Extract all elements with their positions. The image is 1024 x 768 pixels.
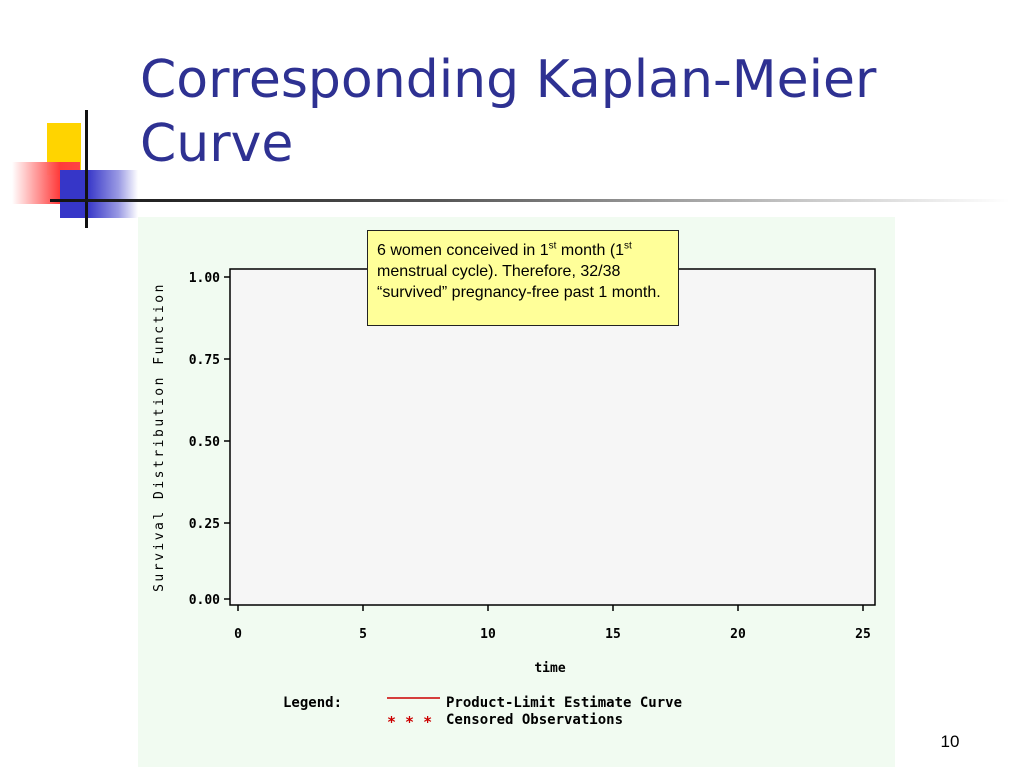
legend: Legend: Product-Limit Estimate Curve * *… xyxy=(283,695,682,731)
x-axis-label: time xyxy=(534,661,565,676)
y-tick-label-2: 0.50 xyxy=(189,435,220,450)
annotation-callout: 6 women conceived in 1st month (1st mens… xyxy=(367,230,679,326)
y-tick-label-3: 0.75 xyxy=(189,353,220,368)
slide-title-line1: Corresponding Kaplan-Meier xyxy=(140,50,877,110)
x-tick-label-3: 15 xyxy=(605,627,621,642)
legend-label: Legend: xyxy=(283,695,342,711)
x-tick-label-1: 5 xyxy=(359,627,367,642)
slide-title: Corresponding Kaplan-Meier Curve xyxy=(140,48,1000,176)
page-number: 10 xyxy=(940,732,960,751)
legend-censored-stars: * * * xyxy=(387,713,432,731)
y-axis: 0.00 0.25 0.50 0.75 1.00 xyxy=(189,271,230,608)
y-tick-label-1: 0.25 xyxy=(189,517,220,532)
legend-entry-censored: Censored Observations xyxy=(446,712,623,728)
x-axis: 0 5 10 15 20 25 xyxy=(234,605,871,642)
callout-text: 6 women conceived in 1st month (1st mens… xyxy=(377,241,661,302)
y-axis-label: Survival Distribution Function xyxy=(152,282,167,592)
y-tick-label-0: 0.00 xyxy=(189,593,220,608)
x-tick-label-2: 10 xyxy=(480,627,496,642)
slide-title-line2: Curve xyxy=(140,114,294,174)
x-tick-label-5: 25 xyxy=(855,627,871,642)
x-tick-label-4: 20 xyxy=(730,627,746,642)
title-underline xyxy=(50,199,1010,202)
decorative-vertical-line xyxy=(85,110,88,228)
x-tick-label-0: 0 xyxy=(234,627,242,642)
y-tick-label-4: 1.00 xyxy=(189,271,220,286)
legend-entry-curve: Product-Limit Estimate Curve xyxy=(446,695,682,711)
decorative-blue-bar xyxy=(60,170,138,218)
